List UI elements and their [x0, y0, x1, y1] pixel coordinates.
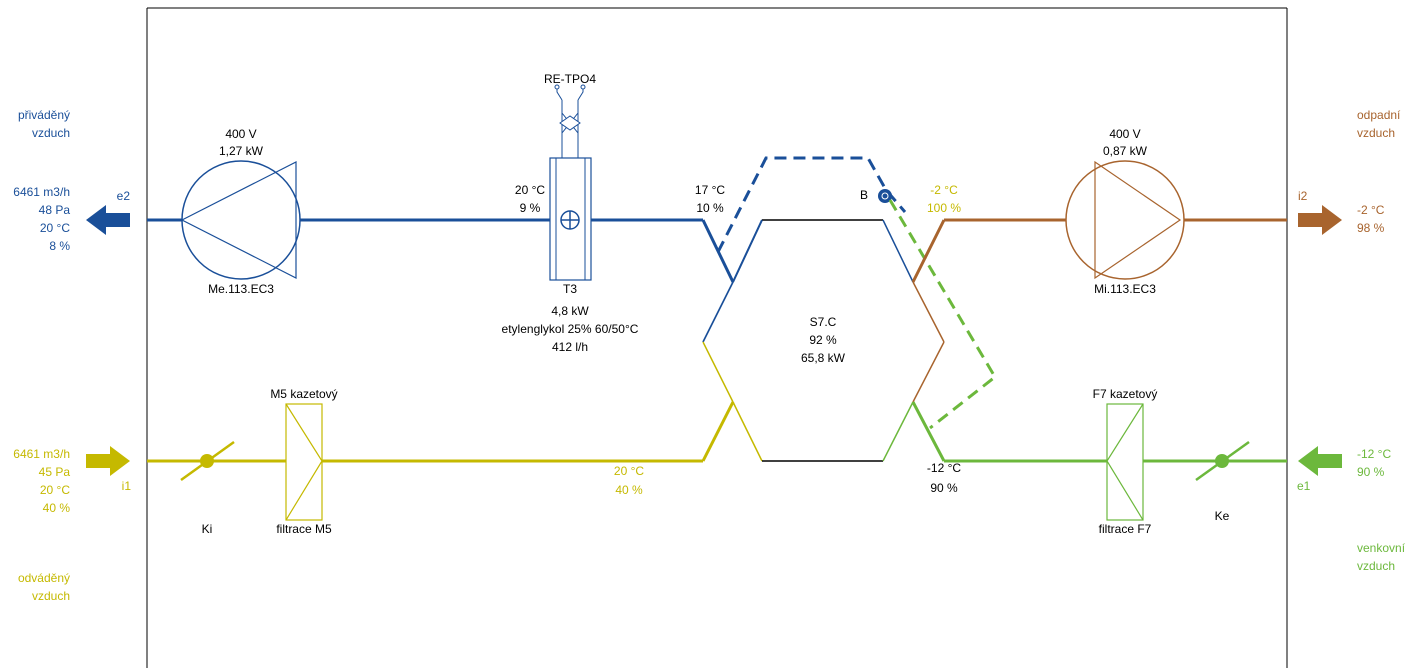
extract-duct — [147, 401, 735, 463]
extract-temperature: 20 °C — [40, 483, 70, 497]
extract-damper-name: Ki — [202, 522, 213, 536]
left-supply-labels: přiváděný vzduch 6461 m3/h 48 Pa 20 °C 8… — [13, 108, 130, 253]
outdoor-duct — [911, 401, 1287, 463]
supply-outlet-arrow-icon — [86, 205, 130, 235]
exchanger-supply-out-humidity: 10 % — [696, 201, 724, 215]
supply-airflow: 6461 m3/h — [13, 185, 70, 199]
extract-name-line2: vzduch — [32, 589, 70, 603]
port-i1-label: i1 — [122, 479, 132, 493]
port-e2-label: e2 — [117, 189, 131, 203]
port-e1-label: e1 — [1297, 479, 1311, 493]
exchanger-extract-in-humidity: 40 % — [615, 483, 643, 497]
port-i2-label: i2 — [1298, 189, 1308, 203]
outdoor-name-line1: venkovní — [1357, 541, 1406, 555]
extract-damper-icon — [180, 440, 235, 482]
supply-humidity: 8 % — [49, 239, 70, 253]
bypass-label: B — [860, 188, 868, 202]
exhaust-name-line1: odpadní — [1357, 108, 1401, 122]
exhaust-fan-power: 0,87 kW — [1103, 144, 1148, 158]
outdoor-inlet-arrow-icon — [1298, 446, 1342, 476]
heater-flow: 412 l/h — [552, 340, 588, 354]
exhaust-fan-labels: 400 V 0,87 kW Mi.113.EC3 — [1094, 127, 1156, 296]
exhaust-fan-triangle — [1094, 160, 1182, 280]
heater-medium: etylenglykol 25% 60/50°C — [502, 322, 639, 336]
extract-airflow: 6461 m3/h — [13, 447, 70, 461]
extract-inlet-arrow-icon — [86, 446, 130, 476]
outdoor-temperature: -12 °C — [1357, 447, 1391, 461]
supply-name-line2: vzduch — [32, 126, 70, 140]
outdoor-bypass-duct — [888, 199, 997, 430]
supply-fan-triangle — [180, 161, 297, 279]
exchanger-outdoor-in-humidity: 90 % — [930, 481, 958, 495]
exhaust-temperature: -2 °C — [1357, 203, 1385, 217]
supply-temperature: 20 °C — [40, 221, 70, 235]
outdoor-damper-icon — [1195, 440, 1250, 482]
supply-fan-icon — [181, 160, 301, 280]
exchanger-exhaust-out-humidity: 100 % — [927, 201, 961, 215]
exchanger-exhaust-labels: -2 °C 100 % — [927, 183, 961, 215]
exhaust-fan — [1065, 160, 1185, 280]
heat-exchanger — [702, 219, 945, 462]
heater-out-temp: 20 °C — [515, 183, 545, 197]
exhaust-fan-voltage: 400 V — [1109, 127, 1140, 141]
supply-fan-voltage: 400 V — [225, 127, 256, 141]
exhaust-name-line2: vzduch — [1357, 126, 1395, 140]
heater-name: T3 — [563, 282, 577, 296]
exhaust-duct — [911, 218, 1287, 283]
right-exhaust-labels: odpadní vzduch -2 °C 98 % i2 — [1298, 108, 1401, 235]
extract-pressure: 45 Pa — [39, 465, 71, 479]
extract-filter-labels: M5 kazetový filtrace M5 Ki — [202, 387, 338, 536]
extract-name-line1: odváděný — [18, 571, 70, 585]
exchanger-extract-labels: 20 °C 40 % — [614, 464, 644, 497]
heater-labels: RE-TPO4 T3 4,8 kW etylenglykol 25% 60/50… — [502, 72, 639, 354]
supply-fan — [180, 160, 301, 280]
exchanger-power: 65,8 kW — [801, 351, 846, 365]
exchanger-efficiency: 92 % — [809, 333, 837, 347]
supply-pressure: 48 Pa — [39, 203, 71, 217]
outdoor-name-line2: vzduch — [1357, 559, 1395, 573]
exchanger-labels: S7.C 92 % 65,8 kW 17 °C 10 % -12 °C 90 %… — [695, 183, 961, 495]
supply-bypass-duct — [716, 156, 907, 253]
exchanger-exhaust-out-temp: -2 °C — [930, 183, 958, 197]
exchanger-supply-out-temp: 17 °C — [695, 183, 725, 197]
supply-fan-power: 1,27 kW — [219, 144, 264, 158]
exhaust-outlet-arrow-icon — [1298, 205, 1342, 235]
exchanger-name: S7.C — [810, 315, 837, 329]
heater-valve-name: RE-TPO4 — [544, 72, 596, 86]
exhaust-humidity: 98 % — [1357, 221, 1385, 235]
left-extract-labels: 6461 m3/h 45 Pa 20 °C 40 % odváděný vzdu… — [13, 447, 131, 603]
heater-t3 — [549, 84, 592, 281]
exchanger-extract-in-temp: 20 °C — [614, 464, 644, 478]
extract-filter-type: M5 kazetový — [270, 387, 337, 401]
mixing-valve-icon — [554, 84, 586, 135]
bypass-damper-icon — [878, 189, 892, 203]
extract-filter-class: filtrace M5 — [276, 522, 332, 536]
heater-power: 4,8 kW — [551, 304, 589, 318]
outdoor-filter-labels: F7 kazetový filtrace F7 Ke — [1093, 387, 1230, 536]
extract-humidity: 40 % — [43, 501, 71, 515]
outdoor-filter-type: F7 kazetový — [1093, 387, 1158, 401]
supply-fan-name: Me.113.EC3 — [208, 282, 274, 296]
exhaust-fan-icon — [1065, 160, 1185, 280]
outdoor-damper-name: Ke — [1215, 509, 1230, 523]
supply-name-line1: přiváděný — [18, 108, 70, 122]
outdoor-filter-class: filtrace F7 — [1099, 522, 1152, 536]
heater-out-humidity: 9 % — [520, 201, 541, 215]
supply-fan-labels: 400 V 1,27 kW Me.113.EC3 — [208, 127, 274, 296]
outdoor-filter-icon — [1106, 403, 1144, 521]
outdoor-humidity: 90 % — [1357, 465, 1385, 479]
exchanger-outdoor-in-temp: -12 °C — [927, 461, 961, 475]
extract-filter-icon — [285, 403, 323, 521]
exhaust-fan-name: Mi.113.EC3 — [1094, 282, 1156, 296]
right-outdoor-labels: -12 °C 90 % venkovní vzduch e1 — [1297, 447, 1406, 573]
